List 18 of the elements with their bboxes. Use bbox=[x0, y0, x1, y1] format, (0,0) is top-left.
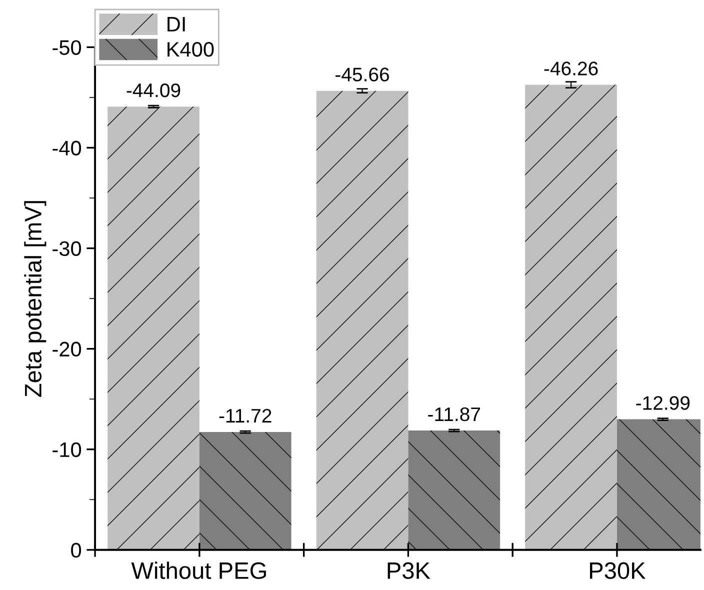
x-tick-label: Without PEG bbox=[131, 562, 266, 580]
data-label: -12.99 bbox=[636, 396, 690, 410]
y-tick-label: 0 bbox=[71, 542, 82, 558]
y-tick-label: -10 bbox=[52, 442, 82, 458]
data-label: -44.09 bbox=[126, 83, 180, 98]
data-label: -46.26 bbox=[544, 62, 598, 76]
y-axis-title: Zeta potential [mV] bbox=[24, 201, 46, 397]
legend-label: K400 bbox=[168, 42, 214, 57]
y-tick-label: -20 bbox=[52, 342, 82, 357]
data-label: -11.87 bbox=[428, 407, 480, 422]
y-tick-label: -50 bbox=[52, 40, 82, 55]
y-tick-label: -40 bbox=[52, 140, 82, 156]
data-label: -11.72 bbox=[219, 408, 272, 422]
legend-label: DI bbox=[168, 17, 185, 32]
y-tick-label: -30 bbox=[52, 241, 82, 256]
x-tick-label: P3K bbox=[388, 562, 430, 580]
x-tick-label: P30K bbox=[590, 562, 646, 580]
data-label: -45.66 bbox=[336, 68, 389, 82]
